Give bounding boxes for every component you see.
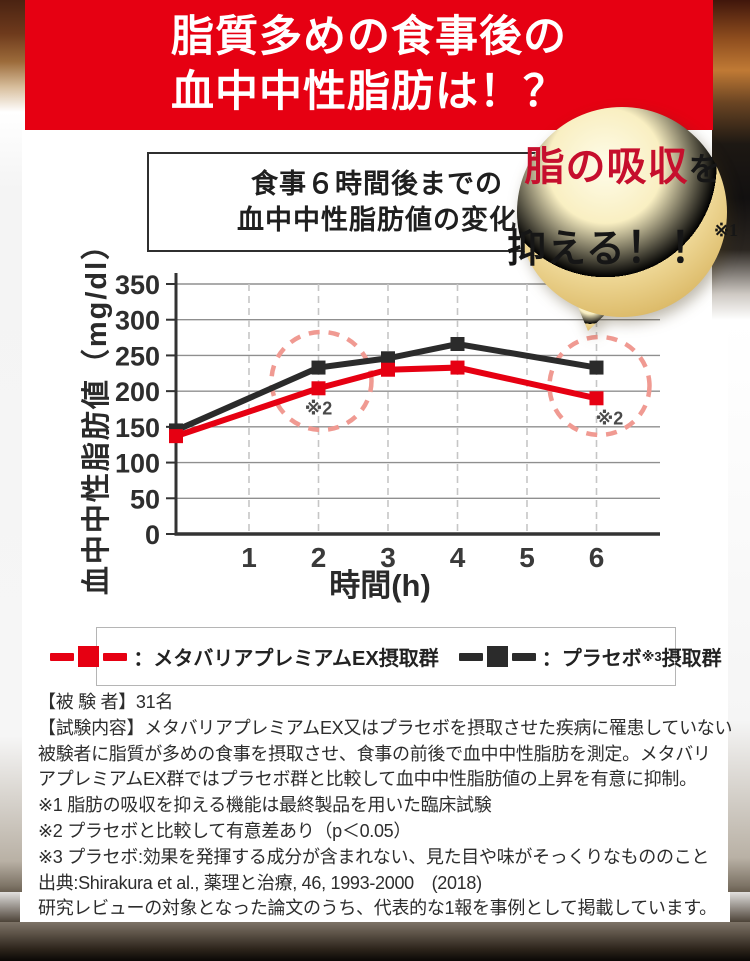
svg-text:2: 2 — [311, 542, 327, 573]
svg-text:0: 0 — [145, 520, 160, 550]
footnote-method-2: 被験者に脂質が多めの食事を摂取させ、食事の前後で血中中性脂肪を測定。メタバリ — [38, 743, 711, 764]
svg-text:6: 6 — [589, 542, 605, 573]
chart-gridlines — [176, 283, 660, 534]
legend-symbol-red — [50, 646, 128, 667]
chart-title-line2: 血中中性脂肪値の変化 — [237, 205, 517, 235]
legend-label-placebo: ：プラセボ — [541, 648, 642, 670]
food-photo-bottom-strip — [0, 922, 750, 961]
footnote-method-1: 【試験内容】メタバリアプレミアムEX又はプラセボを摂取させた疾病に罹患していない — [38, 717, 733, 738]
badge-text: 脂の吸収を 抑える！！※1 — [505, 95, 740, 332]
headline-line1: 脂質多めの食事後の — [171, 13, 567, 61]
svg-text:4: 4 — [450, 542, 466, 573]
footnote-note1: ※1 脂肪の吸収を抑える機能は最終製品を用いた臨床試験 — [38, 795, 492, 816]
food-photo-top-right — [712, 0, 750, 320]
badge-bang: ！！ — [625, 226, 714, 272]
svg-text:※2: ※2 — [596, 408, 624, 428]
footnote-note3: ※3 プラセボ:効果を発揮する成分が含まれない、見た目や味がそっくりなもののこと — [38, 846, 710, 867]
legend-symbol-black — [458, 646, 536, 667]
svg-text:※2: ※2 — [305, 398, 333, 418]
headline-banner: 脂質多めの食事後の 血中中性脂肪は！？ — [25, 0, 713, 130]
gold-speech-bubble-badge: 脂の吸収を 抑える！！※1 — [505, 95, 742, 337]
svg-text:300: 300 — [115, 306, 160, 336]
bottom-shadow-right — [730, 886, 750, 922]
footnote-review: 研究レビューの対象となった論文のうち、代表的な1報を事例として掲載しています。 — [38, 898, 717, 919]
chart-title-line1: 食事６時間後までの — [251, 169, 503, 199]
legend-placebo-sup: ※3 — [641, 648, 662, 664]
footnotes: 【被 験 者】31名 【試験内容】メタバリアプレミアムEX又はプラセボを摂取させ… — [38, 690, 733, 922]
significance-labels: ※2 ※2 — [305, 398, 624, 428]
svg-text:200: 200 — [115, 377, 160, 407]
chart-svg: 0 50 100 150 200 250 300 350 1 2 3 4 5 6 ※2 ※2 — [115, 270, 660, 573]
chart-axes: 0 50 100 150 200 250 300 350 1 2 3 4 5 6 — [115, 270, 660, 573]
footnote-note2: ※2 プラセボと比較して有意差あり（p＜0.05） — [38, 820, 412, 841]
significance-circles — [269, 329, 652, 438]
badge-circle — [517, 107, 727, 317]
bottom-shadow-left — [0, 886, 20, 922]
svg-text:100: 100 — [115, 449, 160, 479]
right-gutter — [728, 320, 750, 892]
badge-shape — [517, 107, 727, 331]
svg-text:5: 5 — [519, 542, 535, 573]
badge-note-ref: ※1 — [713, 220, 738, 240]
badge-action: 抑える — [507, 228, 626, 271]
svg-text:250: 250 — [115, 341, 160, 371]
headline-line2: 血中中性脂肪は！？ — [171, 68, 567, 116]
series-metabaria-red — [169, 360, 604, 444]
badge-highlight: 脂の吸収 — [524, 144, 689, 189]
left-gutter — [0, 112, 22, 892]
svg-text:1: 1 — [241, 542, 257, 573]
svg-text:150: 150 — [115, 413, 160, 443]
svg-text:3: 3 — [380, 542, 396, 573]
chart-legend: ：メタバリアプレミアムEX摂取群 ：プラセボ ※3 摂取群 — [50, 627, 722, 686]
x-axis-label: 時間(h) — [329, 568, 431, 603]
footnote-source: 出典:Shirakura et al., 薬理と治療, 46, 1993-200… — [38, 872, 482, 893]
chart-series — [169, 337, 604, 444]
food-photo-top-left — [0, 0, 25, 112]
legend-item-placebo: ：プラセボ ※3 摂取群 — [458, 642, 722, 671]
svg-text:50: 50 — [130, 484, 160, 514]
svg-text:350: 350 — [115, 270, 160, 300]
footnote-subjects: 【被 験 者】31名 — [38, 692, 174, 712]
badge-particle: を — [688, 151, 721, 187]
footnote-method-3: アプレミアムEX群ではプラセボ群と比較して血中中性脂肪値の上昇を有意に抑制。 — [38, 769, 697, 790]
triglyceride-chart: 0 50 100 150 200 250 300 350 1 2 3 4 5 6 ※2 ※2 — [50, 245, 715, 595]
legend-label-metabaria: ：メタバリアプレミアムEX摂取群 — [133, 648, 439, 670]
legend-label-placebo-suffix: 摂取群 — [661, 648, 722, 670]
legend-item-metabaria: ：メタバリアプレミアムEX摂取群 — [50, 642, 439, 671]
